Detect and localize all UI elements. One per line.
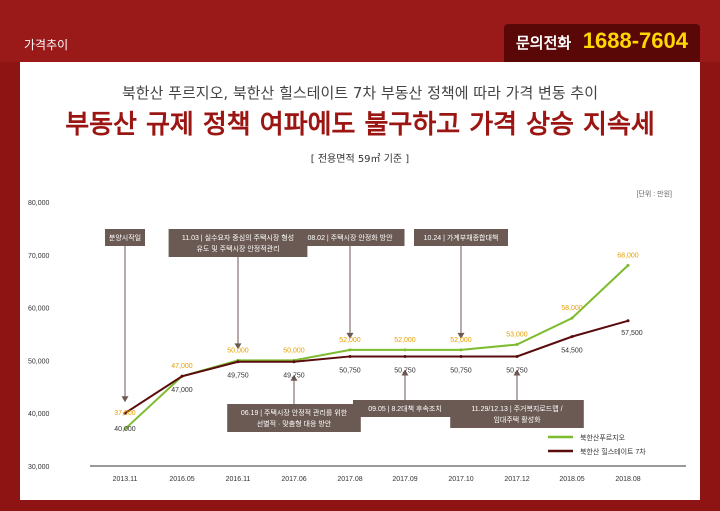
x-tick-label: 2017.06: [281, 476, 306, 483]
data-label-hillstate: 49,750: [283, 373, 305, 380]
phone-box: 문의전화 1688-7604: [504, 24, 700, 62]
policy-box-text: 11.03 | 실수요자 중심의 주택시장 형성: [182, 233, 294, 242]
policy-arrowhead: [401, 369, 409, 376]
area-note: [ 전용면적 59㎡ 기준 ]: [310, 154, 410, 165]
data-label-hillstate: 50,750: [506, 367, 528, 374]
point-purgio: [626, 263, 630, 267]
point-hillstate: [403, 354, 407, 358]
x-tick-label: 2018.05: [559, 476, 584, 483]
phone-number[interactable]: 1688-7604: [582, 28, 688, 53]
point-hillstate: [236, 360, 240, 364]
x-tick-label: 2017.08: [337, 476, 362, 483]
data-label-hillstate: 50,750: [339, 367, 361, 374]
policy-arrowhead: [234, 343, 242, 350]
y-tick-label: 70,000: [28, 253, 50, 260]
point-purgio: [123, 427, 127, 431]
policy-box-bottom: [227, 404, 361, 432]
tab-price-trend[interactable]: 가격추이: [24, 38, 69, 52]
point-purgio: [570, 316, 574, 320]
point-hillstate: [570, 335, 574, 339]
phone-label: 문의전화: [516, 34, 572, 52]
x-tick-label: 2016.05: [169, 476, 194, 483]
data-label-hillstate: 47,000: [171, 387, 193, 394]
line-chart: [단위 : 만원] 80,000 70,000 60,000 50,000 40,000 3…: [28, 189, 686, 483]
unit-label: [단위 : 만원]: [637, 189, 673, 198]
policy-arrowhead: [513, 369, 521, 376]
data-label-hillstate: 57,500: [621, 330, 643, 337]
y-tick-label: 40,000: [28, 411, 50, 418]
policy-box-bottom: [353, 400, 457, 417]
chart-panel: 북한산 푸르지오, 북한산 힐스테이트 7차 부동산 정책에 따라 가격 변동 …: [20, 62, 700, 500]
policy-box-text: 선별적 · 맞춤형 대응 방안: [257, 419, 332, 428]
policy-box-bottom: [450, 400, 584, 428]
data-label-hillstate: 49,750: [227, 373, 249, 380]
policy-arrowhead: [290, 374, 298, 381]
data-label-purgio: 52,000: [339, 337, 361, 344]
data-label-hillstate: 40,000: [114, 426, 136, 433]
policy-box-text: 10.24 | 가계부채종합대책: [424, 233, 499, 242]
policy-box-top: [168, 229, 308, 257]
top-bar: 가격추이 문의전화 1688-7604: [0, 0, 720, 62]
point-hillstate: [626, 319, 630, 323]
data-label-purgio: 37,000: [114, 410, 136, 417]
y-tick-label: 60,000: [28, 306, 50, 313]
data-label-hillstate: 54,500: [561, 348, 583, 355]
policy-box-text: 08.02 | 주택시장 안정화 방안: [307, 233, 393, 242]
x-tick-label: 2017.09: [392, 476, 417, 483]
point-hillstate: [459, 354, 463, 358]
series-line-hillstate: [124, 319, 629, 415]
x-tick-label: 2017.10: [448, 476, 473, 483]
policy-box-text: 유도 및 주택시장 안정적관리: [196, 244, 279, 253]
x-tick-label: 2013.11: [113, 476, 138, 483]
legend-label-hillstate: 북한산 힐스테이트 7차: [580, 447, 646, 456]
x-tick-label: 2016.11: [226, 476, 251, 483]
x-tick-label: 2017.12: [504, 476, 529, 483]
y-tick-label: 30,000: [28, 464, 50, 471]
point-hillstate: [515, 354, 519, 358]
policy-box-text: 06.19 | 주택시장 안정적 관리를 위한: [241, 408, 348, 417]
data-label-purgio: 52,000: [394, 337, 416, 344]
chart-subtitle: 북한산 푸르지오, 북한산 힐스테이트 7차 부동산 정책에 따라 가격 변동 …: [122, 84, 598, 102]
point-hillstate: [348, 354, 352, 358]
policy-arrowhead: [121, 396, 129, 403]
data-label-purgio: 50,000: [227, 347, 249, 354]
y-tick-label: 50,000: [28, 358, 50, 365]
policy-box-text: 분양시작일: [109, 233, 141, 242]
point-purgio: [348, 348, 352, 352]
point-hillstate: [292, 360, 296, 364]
point-purgio: [515, 343, 519, 347]
point-purgio: [403, 348, 407, 352]
policy-box-text: 09.05 | 8.2대책 후속조치: [368, 404, 442, 413]
data-label-purgio: 47,000: [171, 363, 193, 370]
policy-arrowhead: [346, 332, 354, 339]
policy-box-text: 11.29/12.13 | 주거복지로드맵 /: [471, 404, 562, 413]
x-tick-label: 2018.08: [615, 476, 640, 483]
point-hillstate: [123, 411, 127, 415]
policy-arrowhead: [457, 332, 465, 339]
chart-title: 부동산 규제 정책 여파에도 불구하고 가격 상승 지속세: [65, 110, 655, 140]
y-tick-label: 80,000: [28, 200, 50, 207]
data-label-hillstate: 50,750: [394, 367, 416, 374]
data-label-purgio: 50,000: [283, 347, 305, 354]
point-purgio: [459, 348, 463, 352]
policy-box-top: [295, 229, 405, 246]
data-label-hillstate: 50,750: [450, 367, 472, 374]
data-label-purgio: 58,000: [561, 305, 583, 312]
policy-box-text: 임대주택 활성화: [493, 415, 541, 424]
policy-box-top: [414, 229, 508, 246]
point-hillstate: [180, 374, 184, 378]
data-label-purgio: 68,000: [617, 252, 639, 259]
data-label-purgio: 52,000: [450, 337, 472, 344]
data-label-purgio: 53,000: [506, 332, 528, 339]
policy-box-top: [105, 229, 145, 246]
legend-label-purgio: 북한산푸르지오: [580, 433, 626, 442]
